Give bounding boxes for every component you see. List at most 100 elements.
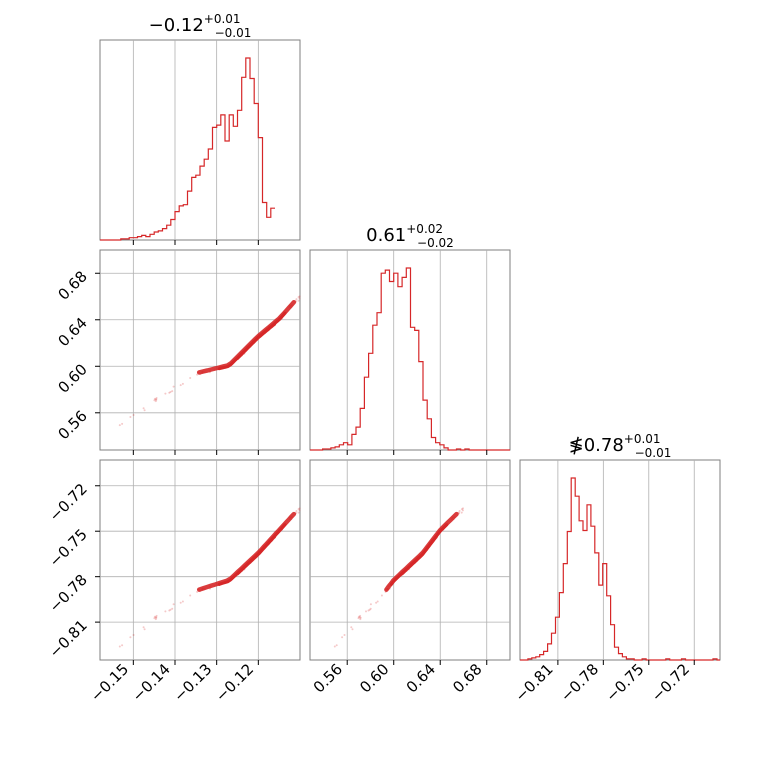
hist-bin bbox=[196, 175, 200, 240]
y-tick-label: 0.64 bbox=[54, 314, 90, 350]
hist-bin bbox=[154, 232, 158, 240]
sample-point bbox=[376, 600, 379, 603]
x-tick-label: 0.60 bbox=[356, 660, 392, 696]
hist-bin bbox=[171, 220, 175, 241]
sample-point bbox=[169, 608, 172, 611]
sample-point bbox=[189, 594, 192, 597]
hist-bin bbox=[242, 77, 246, 240]
sample-point bbox=[375, 601, 378, 604]
sample-point bbox=[172, 385, 175, 388]
hist-bin bbox=[599, 585, 603, 660]
sample-point bbox=[359, 614, 362, 617]
hist-bin bbox=[411, 327, 415, 450]
sample-point bbox=[153, 397, 156, 400]
x-tick-label: 0.68 bbox=[449, 660, 485, 696]
sample-point bbox=[298, 297, 301, 300]
panel-scatter-p1-p2 bbox=[99, 249, 301, 451]
sample-point bbox=[164, 610, 167, 613]
hist-bin bbox=[436, 443, 440, 450]
hist-bin bbox=[204, 159, 208, 240]
sample-point bbox=[118, 645, 121, 648]
sample-point bbox=[143, 628, 146, 631]
sample-point bbox=[155, 397, 158, 399]
hist-bin bbox=[200, 166, 204, 240]
x-tick-label: 0.64 bbox=[403, 660, 439, 696]
x-tick-label: −0.78 bbox=[557, 660, 602, 705]
hist-bin bbox=[356, 427, 360, 450]
sample-point bbox=[365, 610, 367, 613]
sample-point bbox=[295, 298, 298, 301]
sample-point bbox=[121, 644, 124, 647]
hist-bin bbox=[246, 58, 250, 240]
sample-point bbox=[179, 601, 182, 604]
hist-bin bbox=[150, 234, 154, 240]
sample-point bbox=[295, 510, 298, 512]
hist-bin bbox=[406, 268, 410, 450]
hist-bin bbox=[192, 177, 196, 240]
sample-point bbox=[142, 407, 145, 410]
sample-point bbox=[169, 391, 172, 393]
sample-point bbox=[155, 398, 158, 401]
hist-bin bbox=[271, 208, 275, 240]
hist-bin bbox=[175, 212, 179, 240]
sample-point bbox=[132, 414, 135, 416]
hist-bin bbox=[263, 203, 267, 241]
contour-level bbox=[401, 536, 438, 576]
sample-point bbox=[369, 603, 372, 606]
panel-hist-p3 bbox=[519, 459, 721, 661]
hist-bin bbox=[369, 353, 373, 450]
sample-point bbox=[118, 424, 121, 427]
sample-point bbox=[155, 614, 158, 617]
contour-level bbox=[236, 323, 276, 360]
sample-point bbox=[358, 616, 361, 619]
hist-bin bbox=[615, 647, 619, 660]
sample-point bbox=[153, 399, 156, 402]
hist-bin bbox=[158, 231, 162, 240]
panel-scatter-p1-p3 bbox=[99, 459, 301, 661]
contour-level bbox=[196, 511, 297, 592]
x-tick-label: −0.75 bbox=[602, 660, 647, 705]
panel-hist-p1 bbox=[99, 39, 301, 241]
sample-point bbox=[461, 509, 464, 512]
hist-bin bbox=[183, 205, 187, 240]
sample-point bbox=[460, 508, 463, 511]
sample-point bbox=[155, 616, 157, 619]
contour-level bbox=[236, 536, 276, 576]
title-p2: 0.61+0.02 −0.02 bbox=[366, 222, 454, 250]
hist-bin bbox=[179, 206, 183, 240]
y-tick-label: −0.81 bbox=[46, 616, 91, 661]
hist-bin bbox=[167, 225, 171, 240]
panel-hist-p2 bbox=[309, 249, 511, 451]
title-p3: ≸0.78+0.01 −0.01 bbox=[569, 432, 672, 460]
hist-bin bbox=[163, 229, 167, 240]
y-tick-label: −0.75 bbox=[46, 525, 91, 570]
sample-point bbox=[341, 636, 344, 639]
hist-bin bbox=[344, 443, 348, 450]
sample-point bbox=[298, 507, 301, 510]
x-tick-label: −0.13 bbox=[170, 660, 215, 705]
sample-point bbox=[181, 382, 184, 385]
hist-bin bbox=[440, 445, 444, 450]
hist-bin bbox=[250, 79, 254, 241]
hist-bin bbox=[225, 141, 229, 240]
hist-bin bbox=[213, 127, 217, 240]
hist-bin bbox=[377, 313, 381, 450]
title-p1: −0.12+0.01 −0.01 bbox=[149, 12, 252, 40]
sample-point bbox=[179, 384, 182, 387]
sample-point bbox=[297, 296, 300, 299]
sample-point bbox=[335, 644, 338, 647]
sample-point bbox=[350, 626, 353, 629]
hist-bin bbox=[385, 270, 389, 450]
hist-bin bbox=[579, 521, 583, 660]
hist-bin bbox=[348, 445, 352, 450]
y-tick-label: −0.78 bbox=[46, 571, 91, 616]
hist-bin bbox=[427, 419, 431, 450]
hist-bin bbox=[431, 438, 435, 451]
hist-bin bbox=[188, 191, 192, 240]
sample-point bbox=[368, 608, 371, 611]
sample-point bbox=[458, 510, 461, 512]
sample-point bbox=[298, 295, 301, 298]
contour-level bbox=[217, 523, 287, 586]
hist-bin bbox=[373, 325, 377, 450]
